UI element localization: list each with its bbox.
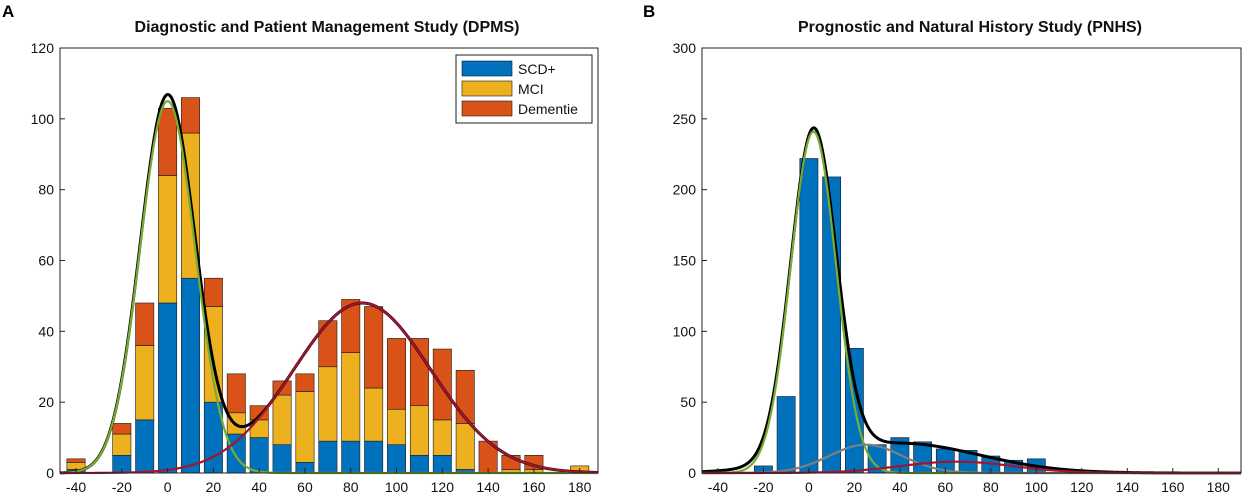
bar-mci--10 bbox=[135, 345, 155, 421]
ticks-a: -40 -20 0 20 40 60 80 100 120 140 160 180 0 20 40 60 80 1… bbox=[31, 40, 592, 495]
legend-label: MCI bbox=[518, 81, 544, 97]
x-tick-label: 80 bbox=[983, 479, 999, 495]
chart-title-a: Diagnostic and Patient Management Study … bbox=[135, 19, 520, 36]
x-tick-label: 120 bbox=[431, 479, 455, 495]
bar-dementie-30 bbox=[226, 373, 246, 414]
bars-a bbox=[66, 97, 590, 474]
bar-mci-130 bbox=[455, 423, 475, 470]
legend-swatch-mci bbox=[461, 80, 513, 97]
panel-a: A Diagnostic and Patient Management Stud… bbox=[2, 2, 599, 495]
ticks-b: -40 -20 0 20 40 60 80 100 120 140 160 180 0 50 100 150 2… bbox=[673, 40, 1231, 495]
y-tick-label: 120 bbox=[31, 40, 55, 56]
bar-dementie-110 bbox=[409, 338, 429, 407]
y-tick-label: 0 bbox=[46, 465, 54, 481]
bar-mci-70 bbox=[318, 366, 338, 442]
x-tick-label: -40 bbox=[66, 479, 86, 495]
bar-mci--20 bbox=[112, 433, 132, 456]
legend-swatch-dementie bbox=[461, 100, 513, 117]
y-tick-label: 100 bbox=[31, 111, 55, 127]
bar-mci-90 bbox=[364, 387, 384, 442]
curve-component-2 bbox=[60, 301, 599, 475]
bar-scd-10 bbox=[181, 277, 200, 474]
x-tick-label: 160 bbox=[522, 479, 546, 495]
x-tick-label: 40 bbox=[251, 479, 267, 495]
y-tick-label: 150 bbox=[673, 253, 697, 269]
bar-dementie-20 bbox=[203, 277, 223, 307]
y-tick-label: 0 bbox=[688, 465, 696, 481]
y-tick-label: 80 bbox=[38, 182, 54, 198]
chart-title-b: Prognostic and Natural History Study (PN… bbox=[798, 19, 1142, 36]
x-tick-label: 140 bbox=[1116, 479, 1140, 495]
bar-scd-70 bbox=[318, 440, 338, 474]
x-tick-label: 0 bbox=[805, 479, 813, 495]
x-tick-label: 60 bbox=[297, 479, 313, 495]
bar-scd-40 bbox=[249, 437, 269, 474]
panel-b: B Prognostic and Natural History Study (… bbox=[643, 2, 1242, 495]
bar-scd-0 bbox=[158, 302, 178, 474]
x-tick-label: 60 bbox=[938, 479, 954, 495]
y-tick-label: 250 bbox=[673, 111, 697, 127]
x-tick-label: 0 bbox=[164, 479, 172, 495]
bar-dementie-60 bbox=[295, 373, 315, 392]
x-tick-label: 40 bbox=[892, 479, 908, 495]
x-tick-label: 100 bbox=[1025, 479, 1049, 495]
bar-mci-110 bbox=[409, 405, 429, 456]
x-tick-label: 180 bbox=[1207, 479, 1231, 495]
bar-mci-80 bbox=[341, 352, 361, 442]
y-tick-label: 20 bbox=[38, 394, 54, 410]
x-tick-label: 80 bbox=[343, 479, 359, 495]
legend-swatch-scd bbox=[461, 60, 513, 77]
bar-scd-0 bbox=[799, 158, 819, 474]
bar-scd--10 bbox=[135, 419, 155, 474]
legend-a: SCD+ MCI Dementie bbox=[455, 54, 593, 124]
bar-dementie-70 bbox=[318, 320, 338, 368]
legend-label: Dementie bbox=[518, 101, 578, 117]
y-tick-label: 200 bbox=[673, 182, 697, 198]
bar-dementie-130 bbox=[455, 369, 475, 424]
bar-scd-110 bbox=[409, 454, 429, 474]
bar-scd--10 bbox=[776, 396, 796, 474]
y-tick-label: 60 bbox=[38, 253, 54, 269]
panel-letter-b: B bbox=[643, 2, 655, 21]
bar-mci-0 bbox=[158, 175, 178, 304]
y-tick-label: 100 bbox=[673, 323, 697, 339]
x-tick-label: -40 bbox=[708, 479, 728, 495]
bar-dementie-90 bbox=[364, 306, 384, 389]
bar-dementie--10 bbox=[135, 302, 155, 346]
bar-mci-100 bbox=[387, 408, 406, 445]
x-tick-label: 140 bbox=[476, 479, 500, 495]
bar-scd-30 bbox=[226, 433, 246, 474]
x-tick-label: -20 bbox=[753, 479, 773, 495]
bar-dementie-10 bbox=[181, 97, 200, 134]
bar-dementie-100 bbox=[387, 338, 406, 410]
bar-dementie--40 bbox=[66, 458, 86, 463]
bar-dementie-0 bbox=[158, 107, 178, 176]
x-tick-label: -20 bbox=[112, 479, 132, 495]
x-tick-label: 180 bbox=[568, 479, 592, 495]
panel-letter-a: A bbox=[2, 2, 14, 21]
bar-dementie-80 bbox=[341, 299, 361, 353]
legend-label: SCD+ bbox=[518, 61, 556, 77]
x-tick-label: 120 bbox=[1070, 479, 1094, 495]
x-tick-label: 20 bbox=[847, 479, 863, 495]
y-tick-label: 40 bbox=[38, 323, 54, 339]
y-tick-label: 300 bbox=[673, 40, 697, 56]
x-tick-label: 20 bbox=[206, 479, 222, 495]
x-tick-label: 160 bbox=[1161, 479, 1185, 495]
bar-scd-90 bbox=[364, 440, 384, 474]
bar-dementie--20 bbox=[112, 423, 132, 435]
bar-mci-120 bbox=[432, 419, 452, 456]
bar-mci-50 bbox=[272, 394, 292, 445]
x-tick-label: 100 bbox=[385, 479, 409, 495]
y-tick-label: 50 bbox=[680, 394, 696, 410]
bar-scd-50 bbox=[272, 444, 292, 474]
bar-mci-60 bbox=[295, 391, 315, 463]
